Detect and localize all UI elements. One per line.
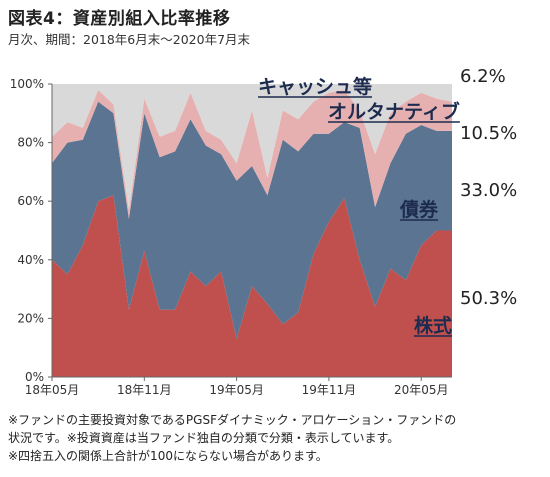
series-label-オルタナティブ: オルタナティブ [328,100,460,123]
stacked-area-chart: 0% 20% 40% 60% 80% 100% 18年05月 18年11月 19年05月 19年1… [10,66,518,397]
footnote-line: ※四捨五入の関係上合計が100にならない場合があります。 [8,449,328,463]
x-tick-label: 20年05月 [394,383,449,397]
area-債券 [52,101,452,339]
series-label-キャッシュ等: キャッシュ等 [258,75,372,98]
footnote-line: ※ファンドの主要投資対象であるPGSFダイナミック・アロケーション・ファンドの [8,413,457,427]
series-end-value-オルタナティブ: 10.5% [460,123,517,144]
series-label-株式: 株式 [414,314,452,337]
axes: 0% 20% 40% 60% 80% 100% 18年05月 18年11月 19年05月 19年1… [10,77,452,397]
y-tick-label: 40% [17,253,44,267]
x-tick-label: 18年05月 [25,383,80,397]
x-tick-label: 19年11月 [302,383,357,397]
x-tick-label: 18年11月 [117,383,172,397]
footnotes: ※ファンドの主要投資対象であるPGSFダイナミック・アロケーション・ファンドの … [8,411,456,465]
area-株式 [52,195,452,377]
chart-title: 図表4：資産別組入比率推移 [8,9,231,29]
series-end-value-債券: 33.0% [460,180,517,201]
y-tick-label: 20% [17,311,44,325]
y-tick-label: 100% [10,77,44,91]
y-tick-label: 60% [17,194,44,208]
plot-area [52,84,452,377]
chart-subtitle: 月次、期間：2018年6月末～2020年7月末 [8,32,251,47]
footnote-line: 状況です。※投資資産は当ファンド独自の分類で分類・表示しています。 [8,431,400,445]
y-tick-label: 80% [17,136,44,150]
y-tick-label: 0% [25,370,44,384]
series-end-value-キャッシュ等: 6.2% [460,66,506,87]
series-end-value-株式: 50.3% [460,288,517,309]
series-label-債券: 債券 [399,198,439,221]
x-tick-label: 19年05月 [209,383,264,397]
area-キャッシュ等 [52,84,452,210]
